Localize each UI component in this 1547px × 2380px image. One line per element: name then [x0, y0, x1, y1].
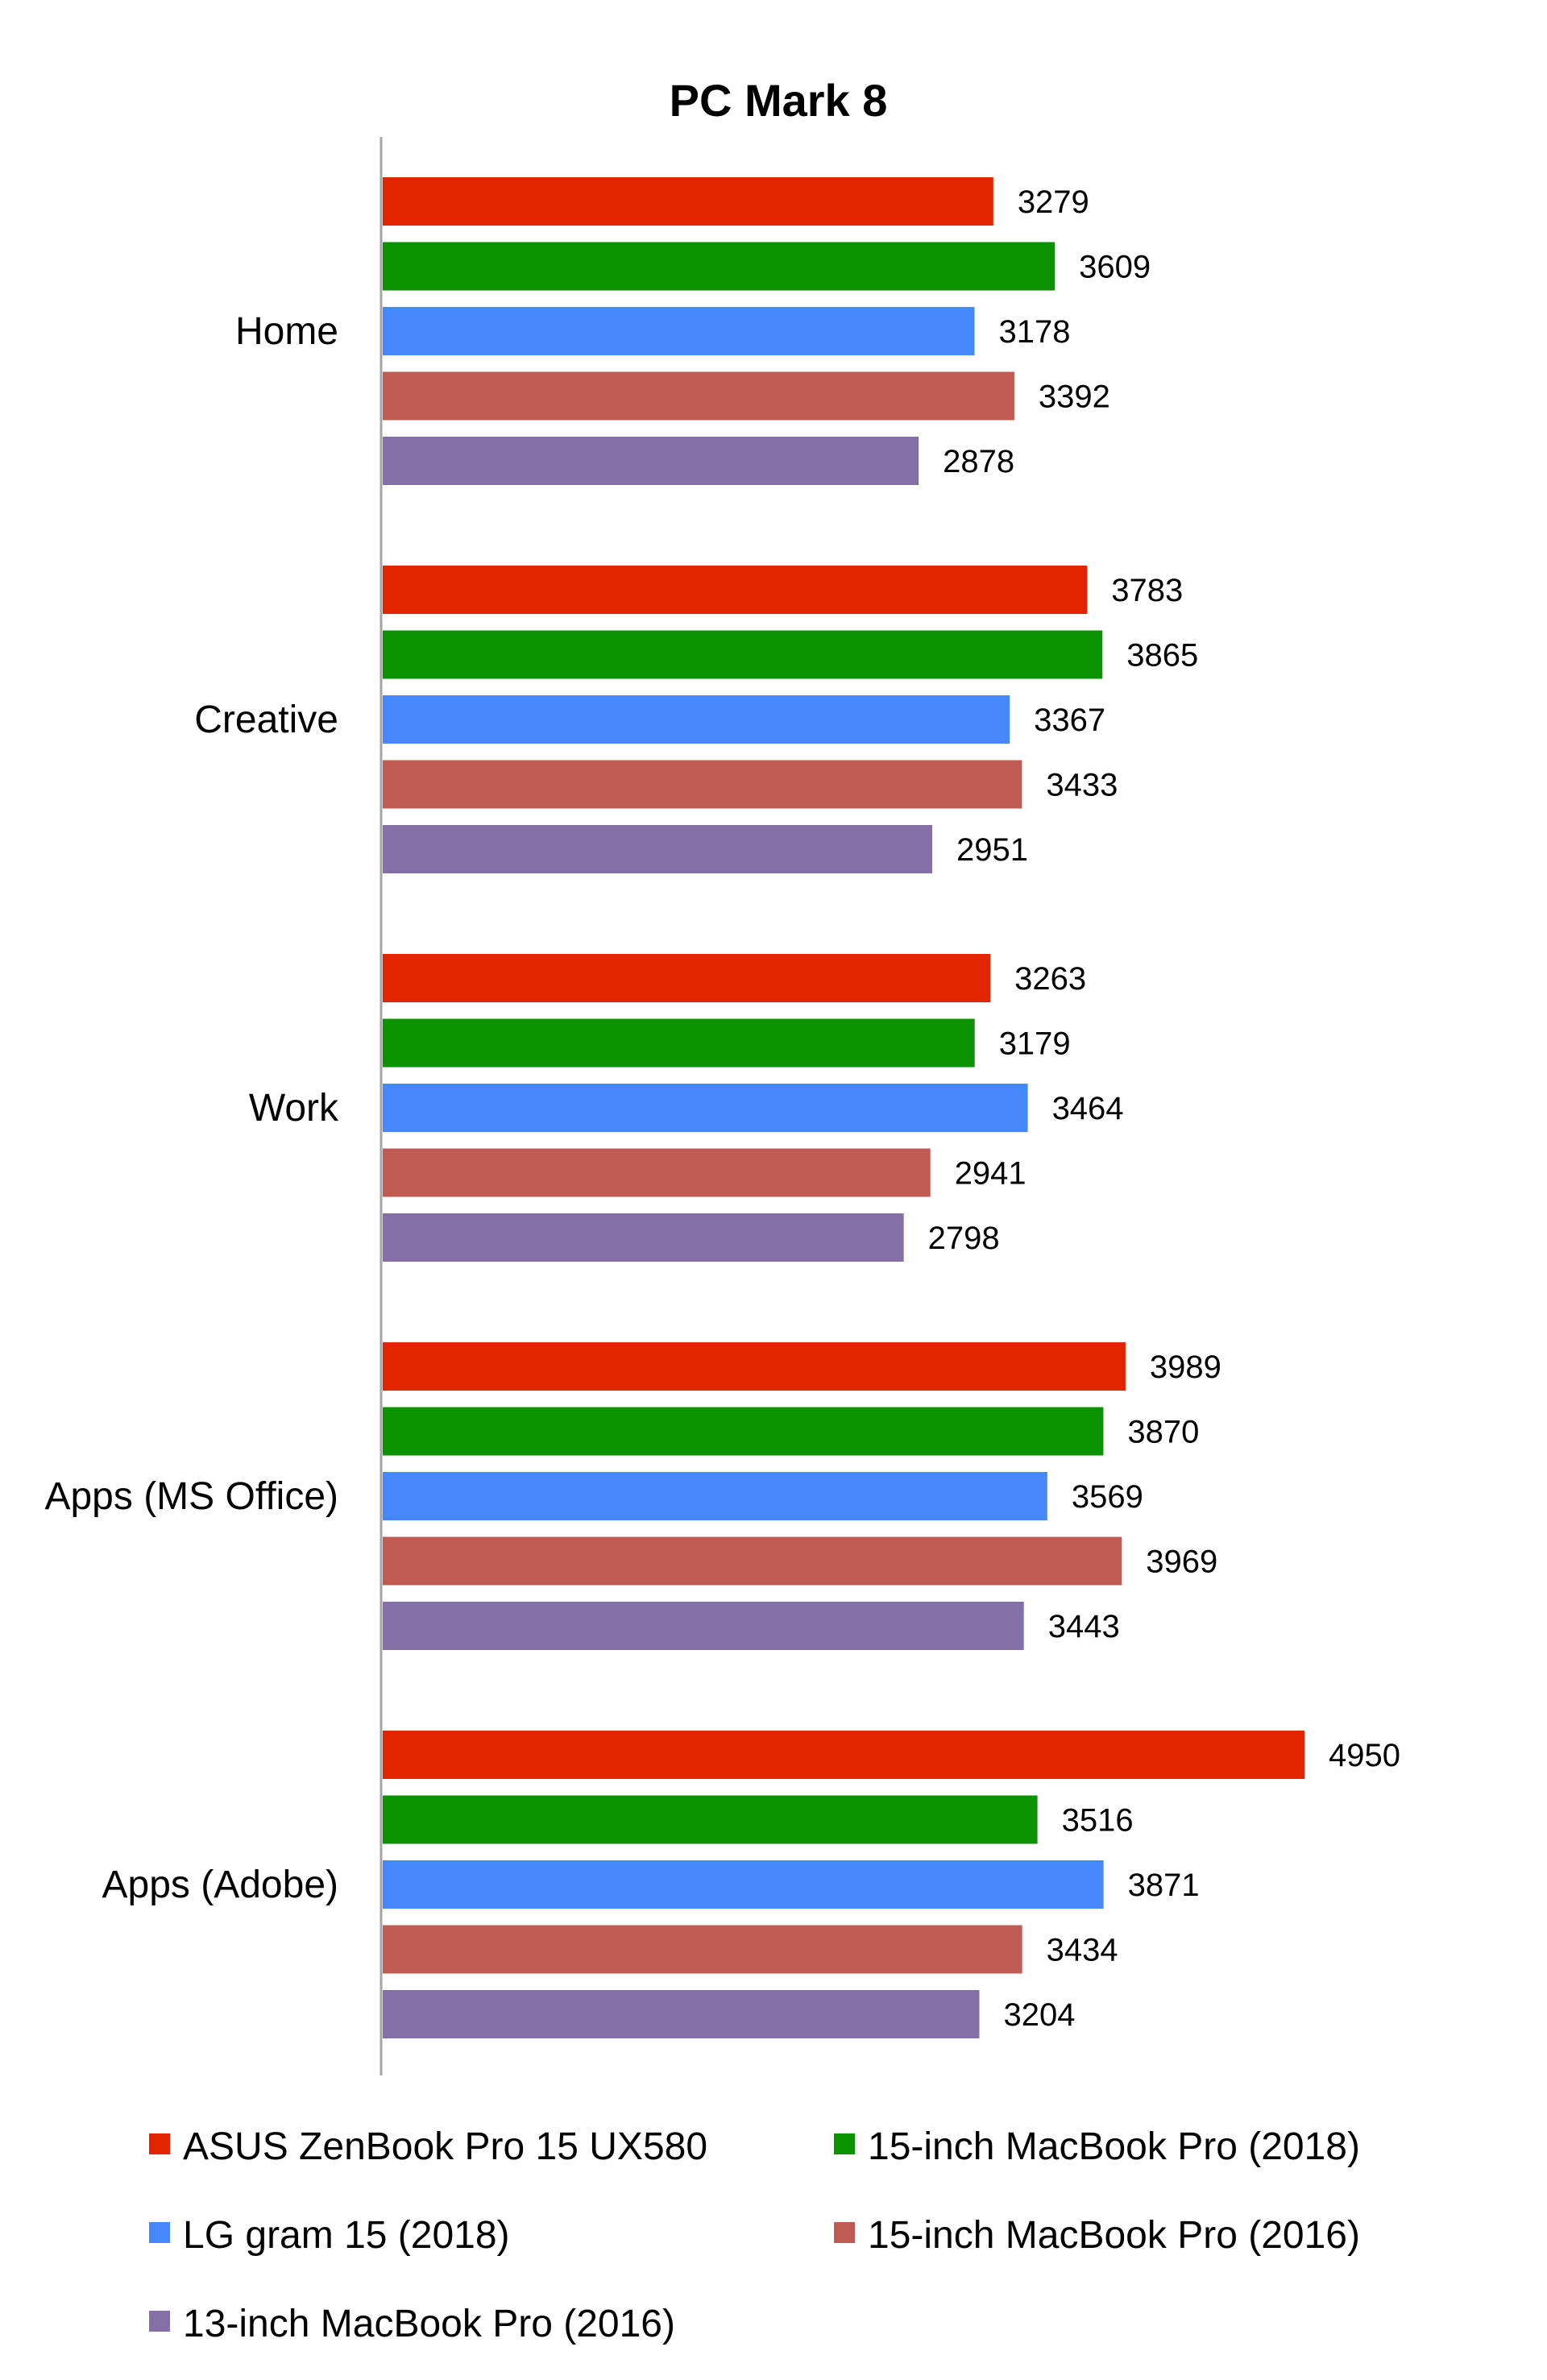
legend-swatch [149, 2133, 170, 2154]
legend-label: LG gram 15 (2018) [183, 2214, 510, 2257]
bar [383, 1342, 1126, 1391]
bar [383, 1018, 975, 1068]
bars [383, 177, 1304, 2038]
bar [383, 1148, 931, 1197]
bar [383, 1536, 1122, 1586]
legend-swatch [149, 2222, 170, 2243]
bar [383, 1472, 1047, 1520]
bar [383, 1731, 1304, 1779]
value-labels: 3279 3609 3178 3392 2878 3783 3865 3367 3433 2951… [928, 185, 1400, 2033]
legend-swatch [834, 2133, 855, 2154]
category-label: Creative [194, 699, 338, 741]
legend: ASUS ZenBook Pro 15 UX580 15-inch MacBook… [149, 2125, 1360, 2345]
legend-label: 15-inch MacBook Pro (2018) [868, 2125, 1360, 2168]
data-label: 3516 [1062, 1803, 1134, 1839]
bar [383, 630, 1103, 679]
data-label: 3569 [1072, 1479, 1143, 1515]
data-label: 3367 [1034, 703, 1105, 738]
data-label: 3279 [1018, 185, 1089, 220]
bar [383, 307, 975, 355]
bar [383, 1860, 1104, 1909]
data-label: 3969 [1146, 1545, 1217, 1580]
data-label: 3434 [1047, 1933, 1118, 1968]
legend-label: 15-inch MacBook Pro (2016) [868, 2214, 1360, 2257]
legend-swatch [149, 2311, 170, 2332]
data-label: 3178 [998, 314, 1070, 350]
data-label: 2878 [943, 444, 1014, 479]
category-label: Apps (Adobe) [102, 1864, 338, 1906]
bar [383, 242, 1056, 291]
category-label: Work [249, 1087, 339, 1130]
category-label: Home [235, 310, 338, 353]
data-label: 4950 [1329, 1738, 1400, 1773]
bar [383, 566, 1088, 614]
data-label: 3263 [1014, 961, 1086, 997]
chart-title: PC Mark 8 [670, 75, 888, 126]
legend-label: ASUS ZenBook Pro 15 UX580 [183, 2125, 707, 2168]
category-labels: Home Creative Work Apps (MS Office) Apps (Ad… [44, 310, 339, 1906]
category-label: Apps (MS Office) [44, 1475, 338, 1518]
bar [383, 1407, 1104, 1456]
data-label: 3989 [1150, 1350, 1221, 1385]
data-label: 2798 [928, 1221, 1000, 1256]
bar [383, 1213, 904, 1262]
data-label: 2951 [956, 832, 1028, 868]
bar [383, 695, 1010, 744]
data-label: 3179 [999, 1026, 1071, 1062]
data-label: 3433 [1046, 768, 1118, 803]
data-label: 3464 [1052, 1091, 1124, 1126]
data-label: 3783 [1111, 573, 1183, 608]
data-label: 3865 [1126, 638, 1198, 674]
data-label: 3870 [1127, 1415, 1199, 1450]
data-label: 3443 [1048, 1609, 1120, 1644]
data-label: 3392 [1039, 379, 1110, 415]
data-label: 3204 [1003, 1997, 1075, 2033]
bar [383, 760, 1022, 809]
bar [383, 1990, 980, 2038]
bar [383, 1795, 1038, 1844]
bar [383, 1925, 1022, 1974]
data-label: 3871 [1128, 1868, 1200, 1903]
data-label: 3609 [1079, 250, 1151, 285]
bar [383, 437, 919, 485]
data-label: 2941 [955, 1156, 1026, 1192]
legend-label: 13-inch MacBook Pro (2016) [183, 2303, 675, 2345]
bar [383, 1084, 1028, 1132]
bar [383, 371, 1014, 421]
bar [383, 825, 933, 873]
bar [383, 1602, 1024, 1650]
bar [383, 954, 991, 1002]
bar [383, 177, 993, 226]
legend-swatch [834, 2222, 855, 2243]
